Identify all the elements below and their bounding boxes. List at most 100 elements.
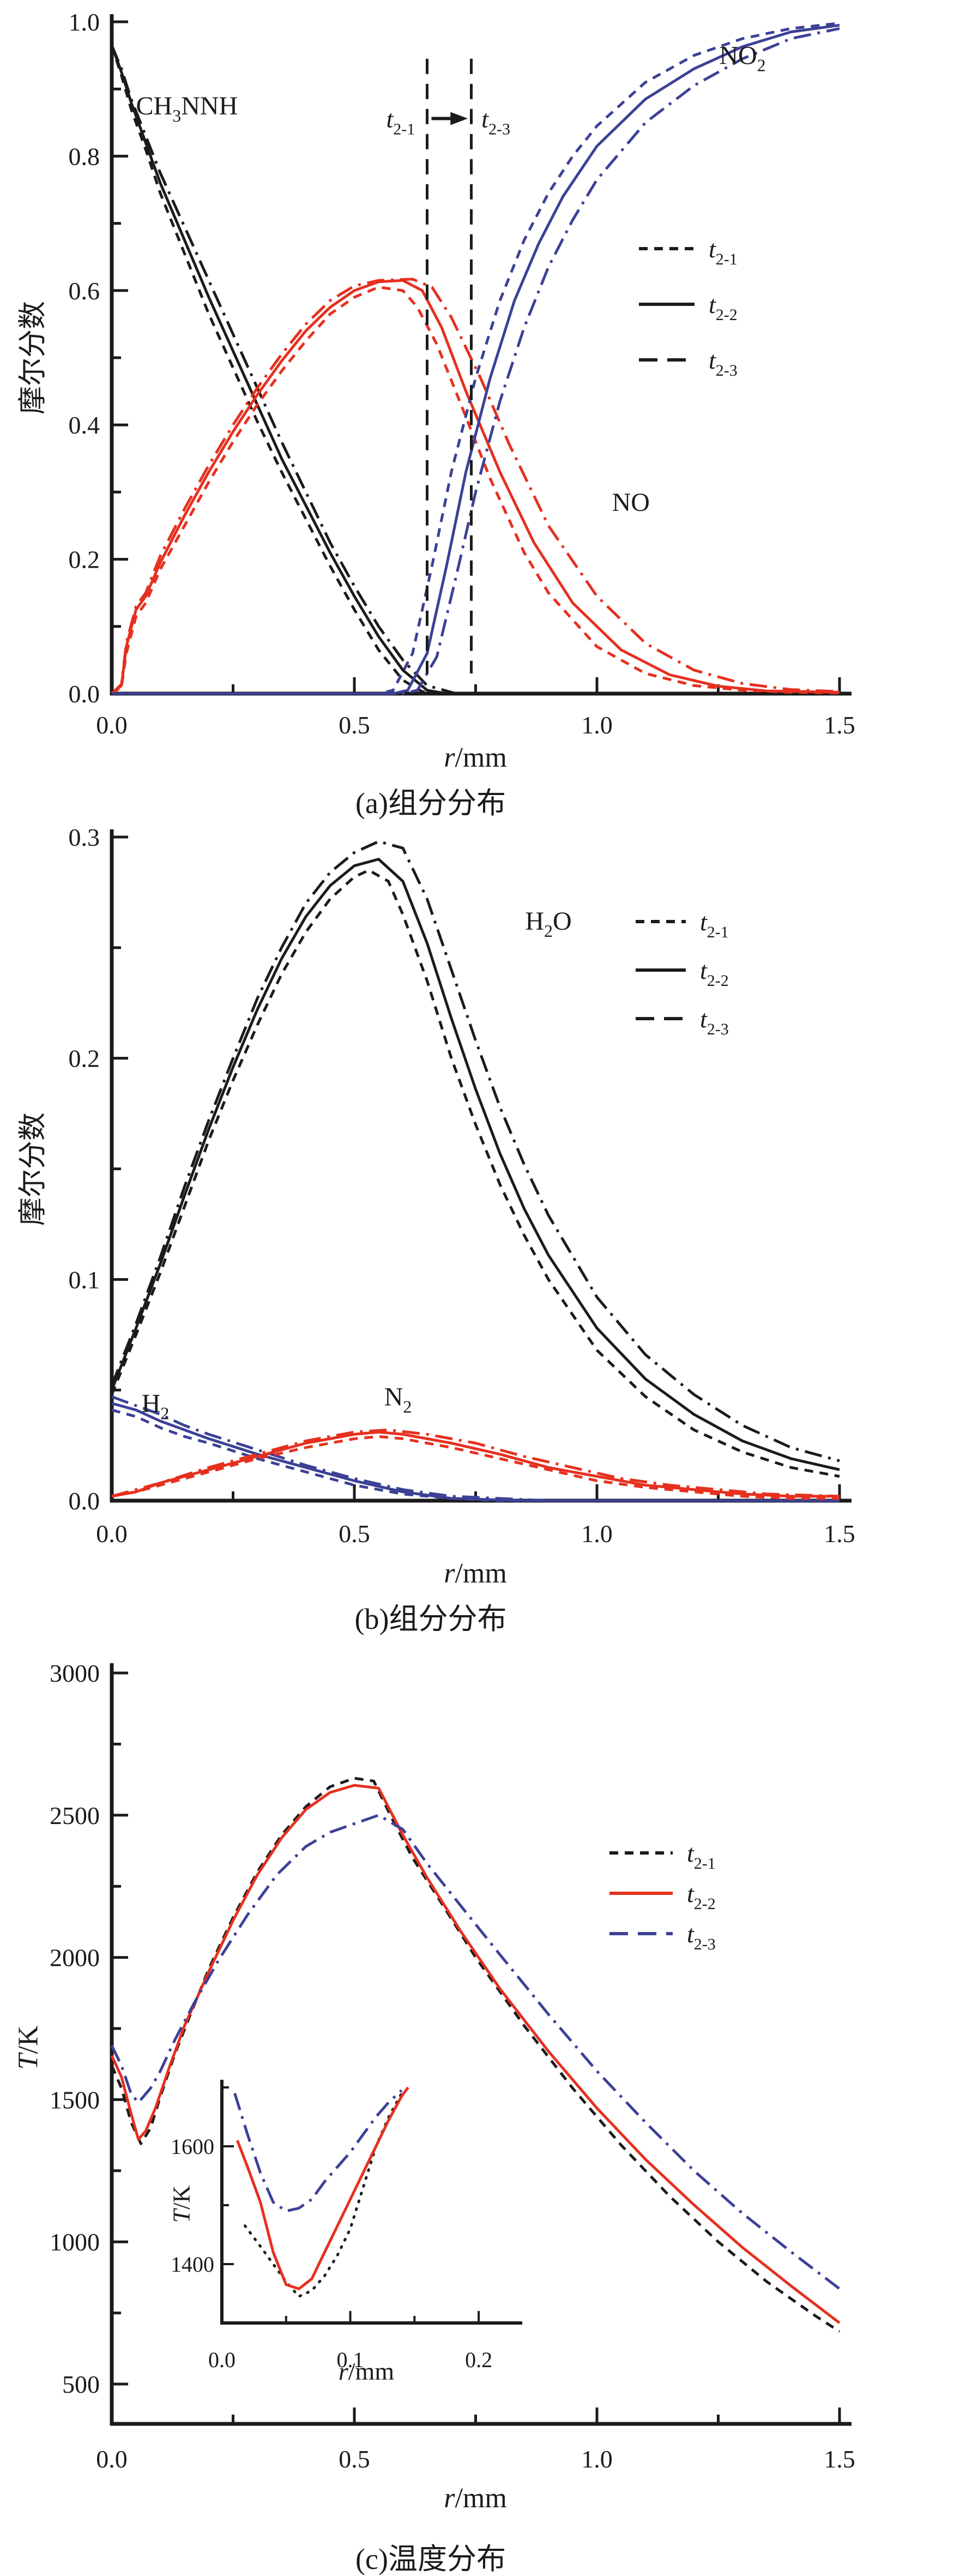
legend-label-1: t2-1	[709, 235, 738, 268]
y-tick-label: 1500	[50, 2086, 100, 2114]
x-tick-label: 1.0	[581, 1520, 613, 1548]
y-tick-label: 0.6	[69, 277, 100, 305]
H2O-t2-3-curve	[110, 840, 840, 1462]
legend-label-2: t2-2	[687, 1880, 716, 1913]
panel-c-caption: (c)温度分布	[355, 2543, 506, 2575]
x-tick-label: 0.5	[339, 1520, 370, 1548]
legend-label-2: t2-2	[700, 956, 729, 990]
inset-background	[219, 2077, 533, 2328]
inset-ylabel-unit: /K	[168, 2185, 195, 2210]
arrow-head-icon	[450, 112, 468, 125]
y-tick-label: 1000	[50, 2228, 100, 2256]
inset-x-tick-label: 0.2	[465, 2348, 492, 2372]
CH3NNH-t2-3-curve	[110, 45, 840, 695]
panel-c-xlabel-var: r	[444, 2483, 455, 2514]
panel-c-xlabel: r/mm	[444, 2482, 507, 2514]
inset-xlabel-unit: /mm	[348, 2357, 395, 2385]
label-h2: H2	[142, 1389, 170, 1423]
y-tick-label: 0.0	[69, 680, 100, 708]
inset-x-tick-label: 0.0	[208, 2348, 236, 2372]
label-h2o: H2O	[525, 907, 571, 941]
NO-t2-1-curve	[111, 286, 840, 695]
x-tick-label: 0.0	[96, 1520, 128, 1548]
CH3NNH-t2-2-curve	[110, 45, 840, 695]
legend-label-1: t2-1	[687, 1839, 716, 1873]
y-tick-label: 0.2	[69, 1045, 100, 1073]
vline-label-2: t2-3	[481, 105, 510, 138]
panel-c-ylabel: T/K	[13, 2026, 45, 2070]
inset-T-t2-3-curve	[233, 2089, 403, 2213]
panel-a: 0.0 0.5 1.0 1.5 0.0 0.2 0.4 0.6 0.8 1.0 t2-1 t2-3 CH…	[69, 8, 855, 739]
H2-t2-2-curve	[111, 1402, 840, 1502]
NO2-t2-1-curve	[112, 22, 840, 695]
panel-a-xlabel: r/mm	[444, 742, 507, 774]
N2-t2-2-curve	[111, 1430, 840, 1498]
panel-b: 0.0 0.5 1.0 1.5 0.0 0.1 0.2 0.3 H2O H2 N2 t2-1 t2-2 t…	[69, 823, 855, 1548]
T-t2-1-curve	[110, 1777, 841, 2333]
legend-label-2: t2-2	[709, 291, 738, 324]
H2O-t2-1-curve	[110, 869, 840, 1478]
inset-xlabel: r/mm	[339, 2357, 394, 2386]
y-tick-label: 1.0	[69, 8, 100, 36]
y-tick-label: 0.1	[69, 1266, 100, 1293]
panel-c-ylabel-unit: /K	[13, 2025, 44, 2054]
legend-label-3: t2-3	[700, 1005, 729, 1038]
inset-ylabel-var: T	[168, 2209, 195, 2223]
y-tick-label: 0.0	[69, 1487, 100, 1515]
panel-a-caption: (a)组分分布	[355, 787, 506, 820]
label-ch3nnh: CH3NNH	[136, 92, 238, 125]
panel-b-xlabel-unit: /mm	[455, 1558, 507, 1589]
x-tick-label: 1.0	[581, 711, 613, 739]
panel-c-inset: 0.0 0.1 0.2 1400 1600	[171, 2077, 533, 2372]
inset-T-t2-2-curve	[236, 2086, 409, 2290]
y-tick-label: 0.2	[69, 546, 100, 574]
NO-t2-2-curve	[111, 279, 840, 695]
x-tick-label: 0.0	[96, 711, 128, 739]
x-tick-label: 0.0	[96, 2445, 128, 2473]
y-tick-label: 0.8	[69, 142, 100, 170]
panel-b-xlabel: r/mm	[444, 1557, 507, 1590]
T-t2-3-curve	[110, 1814, 841, 2290]
inset-x-tick-label: 0.1	[337, 2348, 364, 2372]
label-no: NO	[612, 488, 650, 517]
x-tick-label: 1.0	[581, 2445, 613, 2473]
y-tick-label: 3000	[50, 1659, 100, 1687]
panel-a-xlabel-unit: /mm	[455, 742, 507, 773]
x-tick-label: 1.5	[824, 711, 855, 739]
legend-label-3: t2-3	[709, 346, 738, 380]
inset-y-tick-label: 1400	[171, 2252, 214, 2277]
panel-a-ylabel: 摩尔分数	[17, 300, 49, 415]
panel-b-ylabel: 摩尔分数	[17, 1112, 49, 1226]
y-tick-label: 0.3	[69, 823, 100, 851]
inset-xlabel-var: r	[338, 2357, 348, 2385]
label-n2: N2	[384, 1382, 412, 1416]
N2-t2-3-curve	[111, 1428, 840, 1498]
x-tick-label: 1.5	[824, 1520, 855, 1548]
vline-label-1: t2-1	[386, 105, 415, 138]
y-tick-label: 500	[62, 2370, 100, 2398]
x-tick-label: 0.5	[339, 711, 370, 739]
y-tick-label: 2000	[50, 1944, 100, 1972]
y-tick-label: 0.4	[69, 411, 100, 439]
x-tick-label: 0.5	[339, 2445, 370, 2473]
H2O-t2-2-curve	[110, 858, 840, 1471]
CH3NNH-t2-1-curve	[110, 45, 840, 695]
panel-a-xlabel-var: r	[444, 742, 455, 773]
panel-c-xlabel-unit: /mm	[455, 2483, 507, 2514]
label-no2: NO2	[719, 41, 765, 75]
T-t2-2-curve	[110, 1784, 841, 2324]
NO-t2-3-curve	[111, 278, 840, 695]
legend-label-1: t2-1	[700, 908, 729, 941]
panel-c-ylabel-var: T	[13, 2054, 44, 2070]
H2-t2-1-curve	[111, 1409, 840, 1502]
inset-y-tick-label: 1600	[171, 2134, 214, 2159]
NO2-t2-2-curve	[112, 23, 840, 695]
x-tick-label: 1.5	[824, 2445, 855, 2473]
H2-t2-3-curve	[111, 1395, 840, 1502]
panel-c: 0.0 0.5 1.0 1.5 500 1000 1500 2000 2500 3000 t2-1 t…	[50, 1659, 855, 2473]
y-tick-label: 2500	[50, 1802, 100, 1829]
panel-b-xlabel-var: r	[444, 1558, 455, 1589]
legend-label-3: t2-3	[687, 1920, 716, 1953]
